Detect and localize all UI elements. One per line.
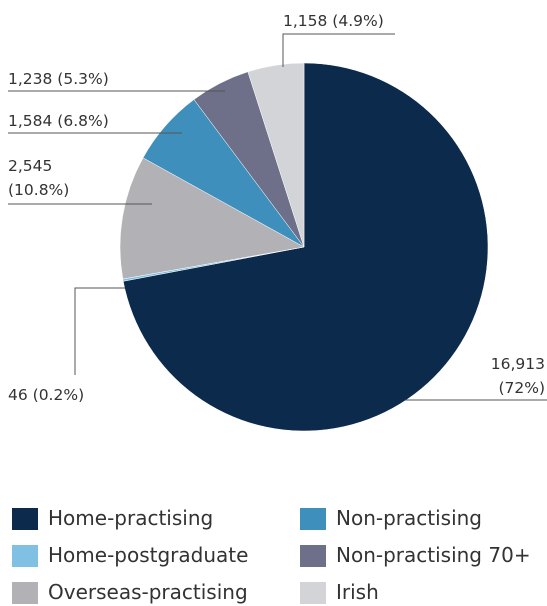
- legend-label: Non-practising 70+: [336, 543, 531, 567]
- leader-line: [74, 287, 125, 375]
- legend-swatch: [300, 545, 326, 567]
- legend-swatch: [12, 582, 38, 604]
- slice-label: 1,158 (4.9%): [283, 12, 384, 30]
- legend-label: Overseas-practising: [48, 580, 248, 604]
- slice-label: 16,913 (72%): [490, 355, 545, 397]
- legend-swatch: [300, 508, 326, 530]
- pie-slice: [119, 157, 305, 280]
- legend-label: Home-postgraduate: [48, 543, 249, 567]
- legend-label: Home-practising: [48, 506, 214, 530]
- slice-label: 2,545 (10.8%): [8, 157, 70, 199]
- legend-swatch: [12, 545, 38, 567]
- slice-label: 46 (0.2%): [8, 386, 85, 404]
- leader-line: [282, 33, 395, 67]
- legend-swatch: [300, 582, 326, 604]
- slice-label: 1,238 (5.3%): [8, 70, 109, 88]
- slice-label: 1,584 (6.8%): [8, 112, 109, 130]
- leader-lines: [8, 33, 547, 401]
- legend-label: Non-practising: [336, 506, 483, 530]
- pie-slice: [122, 62, 489, 432]
- pie-slice: [247, 62, 305, 248]
- legend-swatch: [12, 508, 38, 530]
- legend-label: Irish: [336, 580, 379, 604]
